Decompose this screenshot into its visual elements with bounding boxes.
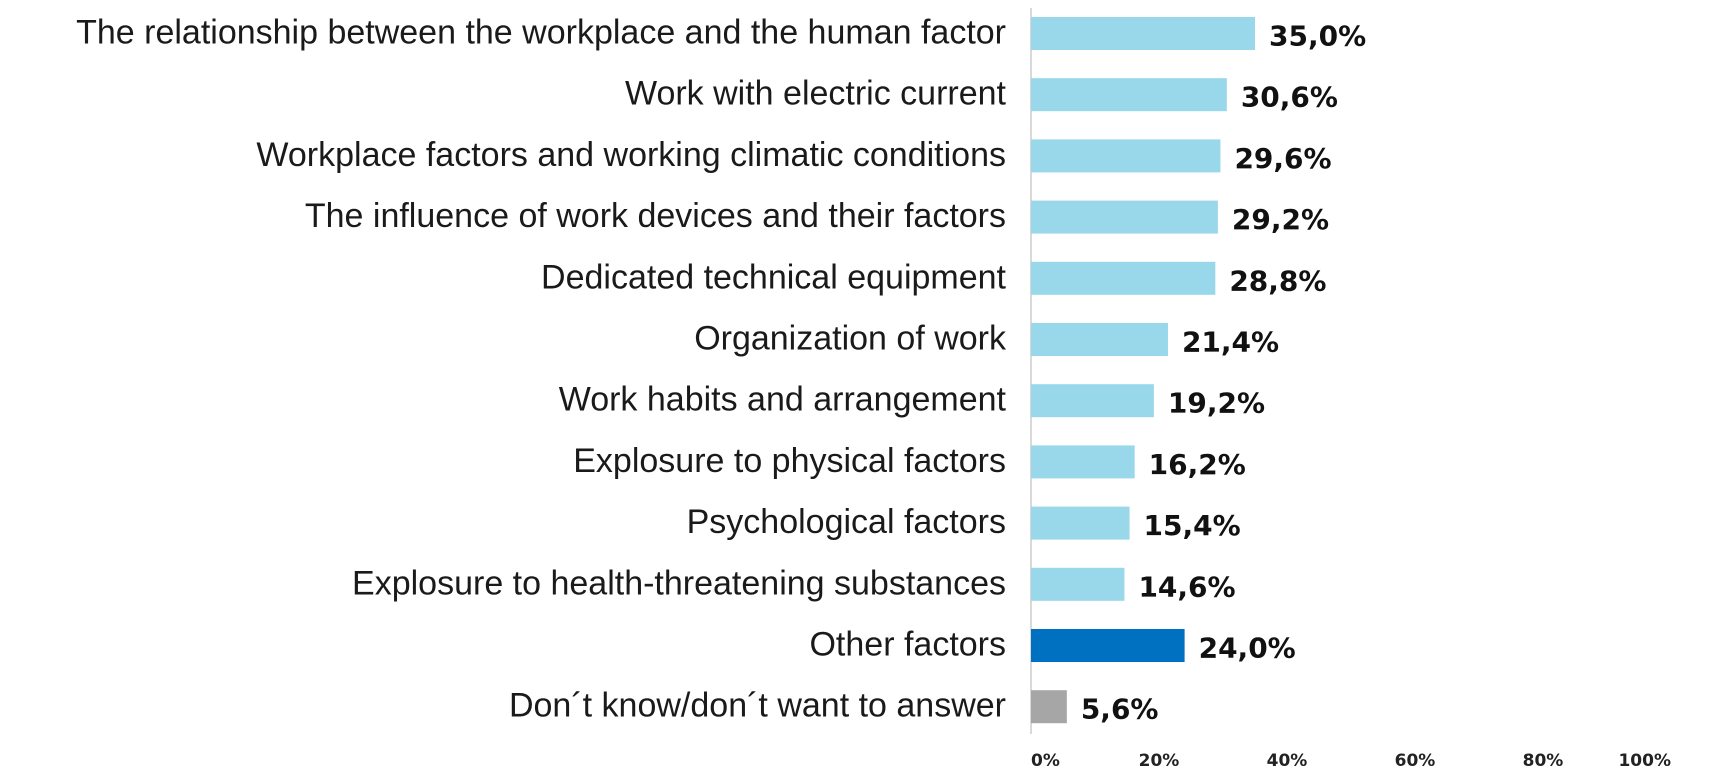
bar [1031, 690, 1067, 724]
x-tick-label: 20% [1139, 751, 1180, 771]
bar [1031, 445, 1135, 479]
data-label: 21,4% [1182, 326, 1279, 359]
bar [1031, 261, 1216, 295]
category-label: Psychological factors [687, 503, 1006, 541]
bar [1031, 200, 1218, 234]
bar [1031, 78, 1227, 112]
x-tick-label: 100% [1618, 751, 1671, 771]
category-label: Explosure to health-threatening substanc… [352, 564, 1006, 602]
data-label: 14,6% [1138, 570, 1235, 603]
category-label: Explosure to physical factors [573, 442, 1006, 480]
x-tick-label: 40% [1267, 751, 1308, 771]
x-tick-label: 80% [1523, 751, 1564, 771]
category-label: The relationship between the workplace a… [76, 13, 1006, 51]
data-label: 29,6% [1234, 142, 1331, 175]
bar [1031, 629, 1185, 662]
category-label: Workplace factors and working climatic c… [256, 136, 1006, 174]
category-label: Organization of work [694, 319, 1007, 357]
category-label: Don´t know/don´t want to answer [509, 687, 1006, 725]
bar [1031, 567, 1125, 601]
x-tick-label: 60% [1395, 751, 1436, 771]
data-label: 19,2% [1168, 387, 1265, 420]
bar [1031, 17, 1255, 50]
bar [1031, 384, 1154, 418]
data-label: 24,0% [1199, 632, 1296, 665]
data-label: 30,6% [1241, 81, 1338, 114]
category-label: Other factors [809, 625, 1006, 663]
data-label: 15,4% [1144, 509, 1241, 542]
bar [1031, 506, 1130, 540]
bar [1031, 139, 1221, 173]
data-label: 28,8% [1229, 264, 1326, 297]
category-label: Work with electric current [625, 75, 1007, 113]
category-label: Work habits and arrangement [559, 381, 1007, 419]
data-label: 35,0% [1269, 20, 1366, 53]
bar [1031, 323, 1168, 356]
data-label: 29,2% [1232, 203, 1329, 236]
data-label: 16,2% [1149, 448, 1246, 481]
category-label: Dedicated technical equipment [541, 258, 1007, 296]
data-label: 5,6% [1081, 693, 1159, 726]
x-tick-label: 0% [1031, 751, 1060, 771]
category-label: The influence of work devices and their … [305, 197, 1006, 235]
